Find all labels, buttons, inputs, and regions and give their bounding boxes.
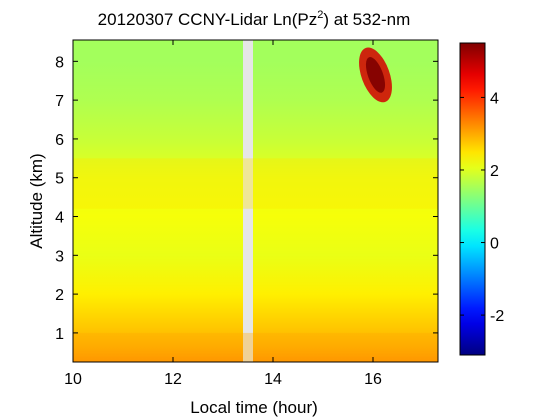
y-tick-label: 3 [55, 248, 64, 265]
plot-area [72, 39, 439, 363]
x-tick-label: 16 [364, 371, 382, 388]
colorbar-ticks: -2 0 2 4 [460, 90, 504, 325]
y-tick-label: 4 [55, 210, 64, 227]
y-tick-label: 7 [55, 93, 64, 110]
x-tick-label: 12 [164, 371, 182, 388]
plot-frame [72, 39, 439, 363]
x-axis-label: Local time (hour) [190, 398, 318, 417]
y-tick-label: 2 [55, 287, 64, 304]
colorbar-tick-label: 4 [490, 90, 499, 107]
y-tick-label: 5 [55, 171, 64, 188]
title-suffix: ) at 532-nm [323, 10, 410, 29]
heatmap-features [73, 47, 438, 362]
x-tick-label: 14 [264, 371, 282, 388]
x-tick-label: 10 [64, 371, 82, 388]
colorbar-scale [459, 42, 486, 356]
colorbar-tick-label: 0 [490, 236, 499, 253]
y-tick-label: 1 [55, 326, 64, 343]
title-prefix: 20120307 CCNY-Lidar Ln(Pz [98, 10, 318, 29]
feature-aerosol-layer [73, 158, 438, 209]
title-superscript: 2 [317, 9, 323, 21]
y-axis: 1 2 3 4 5 6 7 8 [55, 54, 438, 343]
feature-surface-boundary-layer [73, 332, 438, 362]
missing-data-gap [243, 40, 253, 362]
colorbar-tick-label: 2 [490, 163, 499, 180]
y-tick-label: 8 [55, 54, 64, 71]
colorbar: -2 0 2 4 [459, 42, 504, 356]
y-axis-label: Altitude (km) [27, 153, 46, 248]
chart-title: 20120307 CCNY-Lidar Ln(Pz2) at 532-nm [98, 9, 411, 29]
x-axis: 10 12 14 16 [64, 40, 382, 388]
y-tick-label: 6 [55, 132, 64, 149]
feature-core-thin-cloud [365, 57, 386, 93]
colorbar-tick-label: -2 [490, 308, 504, 325]
